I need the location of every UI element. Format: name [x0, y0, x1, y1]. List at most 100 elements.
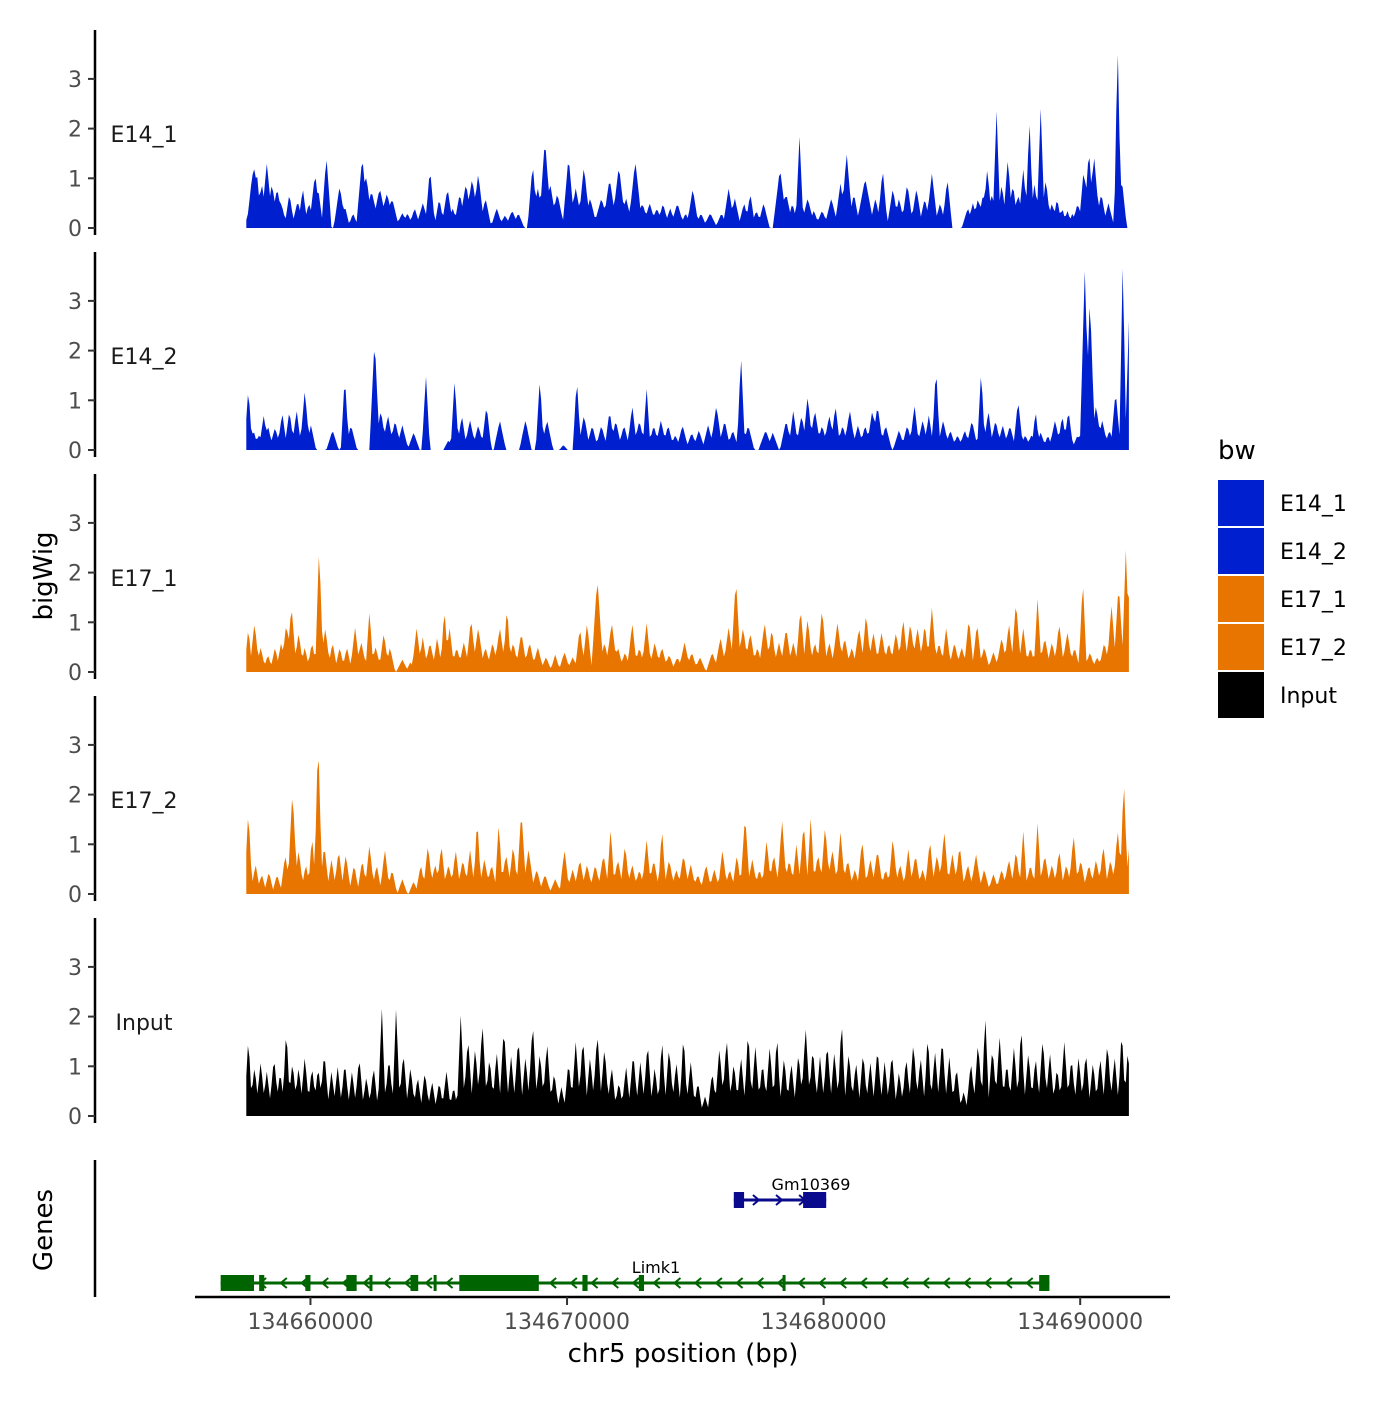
- strand-arrow: [962, 1277, 972, 1289]
- signal-area: [246, 550, 1129, 672]
- y-tick-label: 1: [68, 167, 82, 192]
- track-label: E17_2: [111, 789, 178, 814]
- strand-arrow: [424, 1277, 433, 1289]
- y-axis-title: bigWig: [29, 531, 59, 620]
- strand-arrow: [797, 1277, 806, 1289]
- y-tick-label: 1: [68, 389, 82, 414]
- strand-arrow: [652, 1277, 661, 1289]
- exon: [459, 1275, 539, 1291]
- exon: [433, 1275, 437, 1291]
- legend-title: bw: [1218, 436, 1256, 466]
- strand-arrow: [775, 1194, 784, 1206]
- gene-limk1: Limk1: [220, 1258, 1050, 1291]
- y-tick-label: 1: [68, 833, 82, 858]
- gene-label: Limk1: [632, 1258, 680, 1277]
- exon: [638, 1275, 645, 1291]
- gene-label: Gm10369: [772, 1175, 851, 1194]
- strand-arrow: [921, 1277, 930, 1289]
- y-tick-label: 3: [68, 956, 82, 981]
- exon: [346, 1275, 357, 1291]
- strand-arrow: [776, 1277, 785, 1289]
- legend-key: [1218, 624, 1264, 670]
- signal-area: [246, 268, 1129, 450]
- y-tick-label: 3: [68, 512, 82, 537]
- track-e17-2: 0 1 2 3 E17_2: [68, 696, 1129, 908]
- strand-arrow: [610, 1277, 619, 1289]
- y-tick-label: 0: [68, 661, 82, 686]
- strand-arrow: [569, 1277, 578, 1289]
- strand-arrow: [752, 1194, 761, 1206]
- exon: [803, 1192, 827, 1208]
- strand-arrow: [590, 1277, 599, 1289]
- gene-track: Gm10369 Limk1: [93, 1160, 1050, 1297]
- legend-label: E17_2: [1280, 636, 1347, 661]
- genes-axis-title: Genes: [29, 1189, 59, 1271]
- legend-label: E14_2: [1280, 540, 1347, 565]
- y-tick-label: 0: [68, 217, 82, 242]
- strand-arrow: [382, 1277, 392, 1289]
- y-tick-label: 2: [68, 118, 82, 143]
- exon: [259, 1275, 265, 1291]
- signal-area: [246, 54, 1129, 229]
- exon: [220, 1275, 255, 1291]
- y-tick-label: 2: [68, 784, 82, 809]
- strand-arrow: [320, 1277, 329, 1289]
- y-tick-label: 0: [68, 883, 82, 908]
- legend-label: Input: [1280, 684, 1337, 709]
- track-input: 0 1 2 3 Input: [68, 918, 1129, 1130]
- x-tick-label: 134690000: [1017, 1310, 1143, 1335]
- strand-arrow: [817, 1277, 827, 1289]
- track-label: E17_1: [111, 567, 178, 592]
- track-label: Input: [116, 1011, 173, 1036]
- legend-label: E17_1: [1280, 588, 1347, 613]
- strand-arrow: [755, 1277, 764, 1289]
- strand-arrow: [445, 1277, 454, 1289]
- strand-arrow: [983, 1277, 992, 1289]
- y-tick-label: 0: [68, 439, 82, 464]
- legend-key: [1218, 672, 1264, 718]
- y-tick-label: 3: [68, 290, 82, 315]
- y-tick-label: 0: [68, 1105, 82, 1130]
- y-tick-label: 1: [68, 1055, 82, 1080]
- exon: [305, 1275, 311, 1291]
- legend-key: [1218, 480, 1264, 526]
- strand-arrow: [735, 1277, 744, 1289]
- strand-arrow: [838, 1277, 847, 1289]
- strand-arrow: [631, 1277, 640, 1289]
- y-tick-label: 2: [68, 1006, 82, 1031]
- strand-arrow: [1004, 1277, 1013, 1289]
- exon: [733, 1192, 745, 1208]
- strand-arrow: [859, 1277, 868, 1289]
- exon: [369, 1275, 373, 1291]
- y-tick-label: 2: [68, 562, 82, 587]
- track-label: E14_2: [111, 345, 178, 370]
- x-tick-label: 134670000: [504, 1310, 630, 1335]
- x-tick-label: 134680000: [761, 1310, 887, 1335]
- signal-area: [246, 1008, 1129, 1116]
- legend-key: [1218, 576, 1264, 622]
- y-tick-label: 1: [68, 611, 82, 636]
- track-label: E14_1: [111, 123, 178, 148]
- x-tick-label: 134660000: [247, 1310, 373, 1335]
- exon: [410, 1275, 419, 1291]
- strand-arrow: [279, 1277, 288, 1289]
- y-tick-label: 3: [68, 734, 82, 759]
- signal-area: [246, 760, 1129, 894]
- legend-label: E14_1: [1280, 492, 1347, 517]
- x-axis-title: chr5 position (bp): [568, 1339, 799, 1369]
- legend-key: [1218, 528, 1264, 574]
- strand-arrow: [403, 1277, 412, 1289]
- strand-arrow: [880, 1277, 889, 1289]
- strand-arrow: [900, 1277, 910, 1289]
- track-e14-1: 0 1 2 3 E14_1: [68, 30, 1129, 242]
- track-e17-1: 0 1 2 3 E17_1: [68, 474, 1129, 686]
- y-tick-label: 2: [68, 340, 82, 365]
- gene-gm10369: Gm10369: [733, 1175, 851, 1208]
- strand-arrow: [362, 1277, 371, 1289]
- strand-arrow: [942, 1277, 951, 1289]
- strand-arrow: [548, 1277, 557, 1289]
- strand-arrow: [672, 1277, 682, 1289]
- strand-arrow: [714, 1277, 723, 1289]
